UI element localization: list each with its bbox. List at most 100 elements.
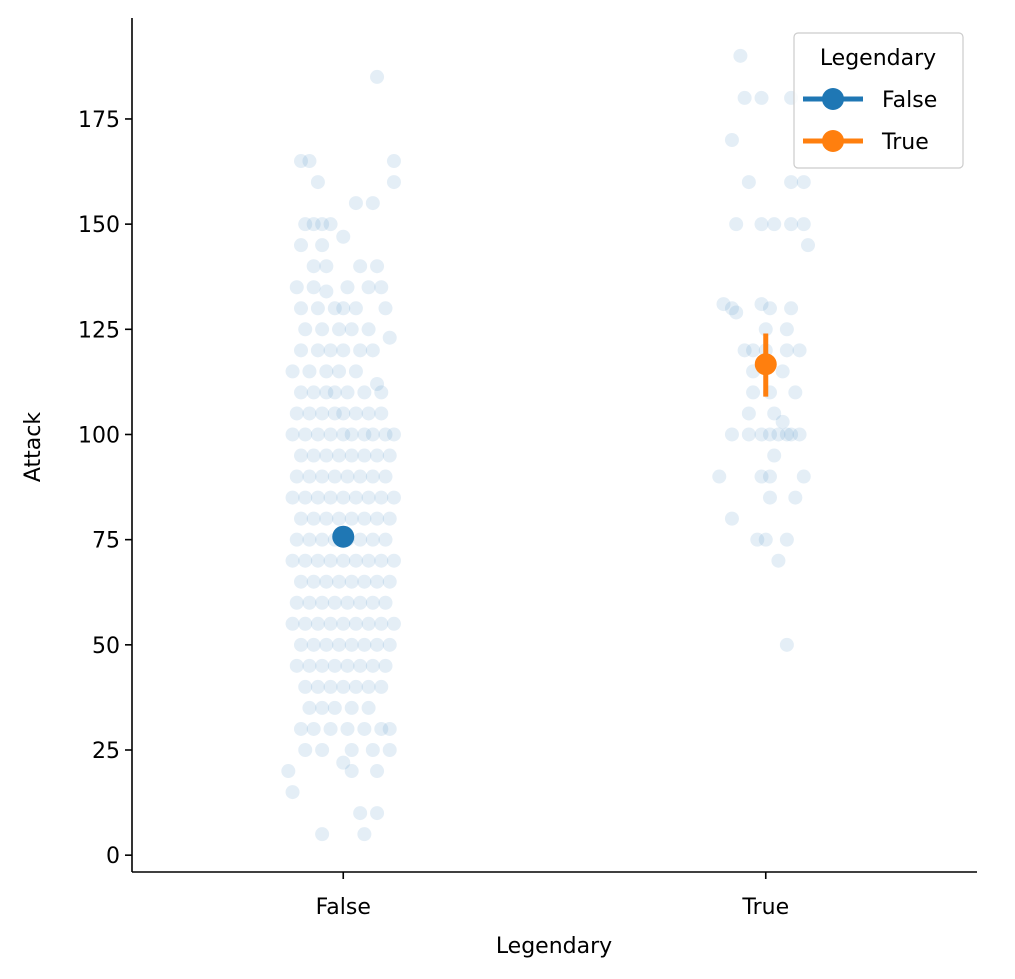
y-tick-label: 0 <box>106 844 120 869</box>
strip-point <box>344 700 359 715</box>
strip-point <box>306 511 321 526</box>
strip-point <box>327 406 342 421</box>
strip-point <box>365 532 380 547</box>
strip-point <box>294 574 308 589</box>
strip-point <box>327 595 342 610</box>
strip-point <box>729 305 744 320</box>
strip-point <box>724 133 739 147</box>
strip-point <box>315 217 330 232</box>
x-tick-label: False <box>316 895 371 920</box>
strip-point <box>319 574 334 589</box>
strip-point <box>348 490 363 505</box>
strip-point <box>327 658 342 673</box>
strip-point <box>332 364 347 379</box>
strip-point <box>357 637 372 652</box>
strip-point <box>285 490 300 505</box>
strip-point <box>340 658 355 673</box>
strip-point <box>746 385 761 400</box>
strip-point <box>294 301 308 316</box>
strip-point <box>767 217 782 232</box>
strip-point <box>784 427 799 442</box>
strip-point <box>285 427 300 442</box>
strip-point <box>323 553 338 568</box>
strip-point <box>310 679 325 694</box>
strip-point <box>285 616 300 631</box>
strip-point <box>788 385 803 400</box>
strip-point <box>779 427 794 442</box>
strip-point <box>348 196 363 211</box>
strip-point <box>323 490 338 505</box>
strip-point <box>796 217 811 232</box>
strip-point <box>361 616 376 631</box>
y-tick-label: 175 <box>78 108 120 133</box>
y-tick-label: 100 <box>78 423 120 448</box>
strip-point <box>361 322 376 337</box>
strip-point <box>378 427 393 442</box>
strip-point <box>302 154 317 169</box>
strip-point <box>754 297 769 312</box>
strip-point <box>361 490 376 505</box>
y-tick-label: 125 <box>78 318 120 343</box>
strip-point <box>344 764 359 779</box>
strip-point <box>741 406 756 421</box>
strip-point <box>306 574 321 589</box>
strip-point <box>370 69 385 84</box>
strip-point <box>315 469 330 484</box>
strip-point <box>382 637 397 652</box>
strip-point <box>370 511 385 526</box>
strip-point <box>302 364 317 379</box>
strip-point <box>340 595 355 610</box>
legend: Legendary False True <box>793 32 964 169</box>
strip-point <box>315 658 330 673</box>
strip-point <box>306 217 321 232</box>
legend-entries: False True <box>803 88 937 155</box>
strip-point <box>762 301 777 316</box>
strip-point <box>332 511 347 526</box>
mean-marker-false <box>332 525 355 548</box>
y-tick-label: 50 <box>92 634 120 659</box>
strip-point <box>716 297 731 312</box>
strip-point <box>336 755 351 770</box>
strip-point <box>323 679 338 694</box>
strip-point <box>310 301 325 316</box>
strip-point <box>775 364 790 379</box>
strip-point <box>779 637 794 652</box>
strip-point <box>712 469 727 484</box>
strip-point <box>323 721 338 736</box>
strip-point <box>336 553 351 568</box>
legend-title: Legendary <box>820 46 936 71</box>
strip-point <box>775 414 790 429</box>
strip-point <box>365 743 380 757</box>
strip-point <box>378 532 393 547</box>
strip-point <box>340 721 355 736</box>
strip-point <box>374 280 389 295</box>
strip-point <box>771 553 786 568</box>
strip-point <box>382 330 397 345</box>
strip-point <box>741 427 756 442</box>
strip-point <box>344 743 359 757</box>
strip-point <box>298 490 313 505</box>
strip-point <box>310 616 325 631</box>
strip-point <box>289 280 304 295</box>
strip-point <box>319 284 334 299</box>
strip-point <box>733 48 748 63</box>
strip-point <box>750 532 765 547</box>
strip-point <box>323 616 338 631</box>
strip-point <box>315 238 330 253</box>
strip-point <box>741 175 756 190</box>
strip-point <box>294 511 308 526</box>
strip-point <box>386 154 401 169</box>
strip-point <box>332 637 347 652</box>
strip-point <box>724 301 739 316</box>
strip-point <box>285 785 300 800</box>
strip-point <box>378 301 393 316</box>
strip-point <box>289 532 304 547</box>
strip-point <box>357 448 372 463</box>
strip-point <box>336 301 351 316</box>
strip-point <box>298 427 313 442</box>
strip-point <box>344 427 359 442</box>
strip-point <box>374 553 389 568</box>
strip-point <box>357 574 372 589</box>
y-axis-title: Attack <box>21 412 46 482</box>
strip-point <box>315 532 330 547</box>
